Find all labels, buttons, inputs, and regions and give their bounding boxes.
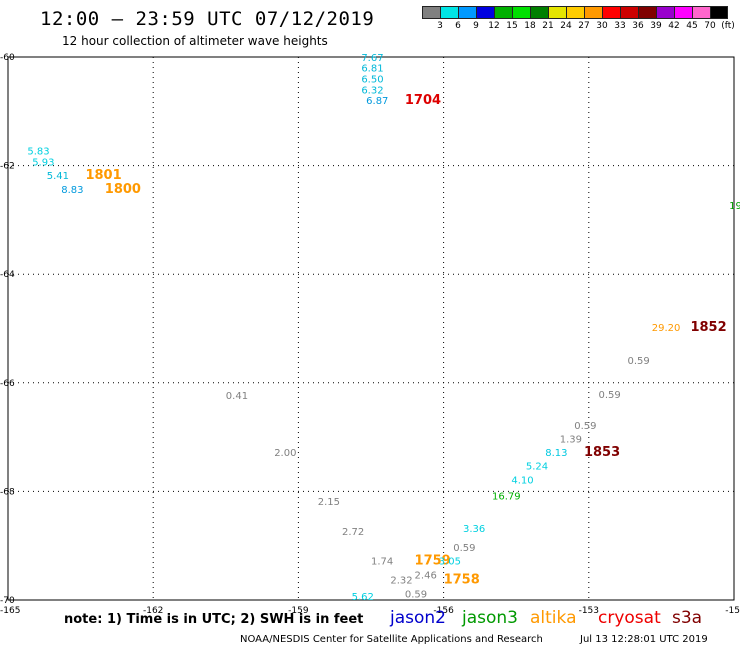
legend-label: 42: [668, 21, 680, 31]
wave-height-value: 7.67: [361, 53, 383, 64]
credit-line: NOAA/NESDIS Center for Satellite Applica…: [240, 634, 543, 645]
legend-label: 45: [686, 21, 698, 31]
legend-label: 9: [473, 21, 479, 31]
wave-height-value: 0.59: [574, 421, 596, 432]
footnote: note: 1) Time is in UTC; 2) SWH is in fe…: [64, 612, 364, 627]
longitude-tick-label: -162: [143, 606, 163, 616]
legend-swatch: [584, 6, 602, 19]
legend-swatch: [530, 6, 548, 19]
legend-swatch: [566, 6, 584, 19]
wave-height-legend: [422, 6, 728, 19]
legend-swatch: [692, 6, 710, 19]
legend-swatch: [638, 6, 656, 19]
wave-height-value: 6.87: [366, 96, 388, 107]
pass-time-label: 1759: [415, 554, 451, 569]
wave-height-value: 0.59: [598, 390, 620, 401]
wave-height-value: 29.20: [652, 323, 681, 334]
wave-height-value: 0.59: [405, 589, 427, 600]
wave-height-value: 5.24: [526, 462, 548, 473]
legend-swatch: [476, 6, 494, 19]
longitude-tick-label: -153: [579, 606, 599, 616]
legend-label: 30: [596, 21, 608, 31]
wave-height-value: 6.32: [361, 85, 383, 96]
wave-height-value: 2.46: [415, 570, 437, 581]
latitude-tick-label: -62: [0, 162, 15, 172]
legend-label: 15: [506, 21, 518, 31]
wave-height-value: 8.83: [61, 185, 83, 196]
legend-label: 18: [524, 21, 536, 31]
wave-height-value: 4.10: [511, 475, 533, 486]
wave-height-value: 0.59: [628, 356, 650, 367]
legend-swatch: [494, 6, 512, 19]
wave-height-value: 6.50: [361, 75, 383, 86]
satellite-label-jason2: jason2: [390, 608, 446, 628]
wave-height-value: 3.05: [439, 557, 461, 568]
legend-label: (ft): [721, 21, 735, 31]
legend-swatch: [602, 6, 620, 19]
satellite-label-cryosat: cryosat: [598, 608, 661, 628]
legend-label: 70: [704, 21, 716, 31]
legend-label: 36: [632, 21, 644, 31]
legend-swatch: [512, 6, 530, 19]
wave-height-value: 5.93: [32, 158, 54, 169]
latitude-tick-label: -66: [0, 379, 15, 389]
pass-time-label: 1852: [690, 320, 726, 335]
legend-swatch: [458, 6, 476, 19]
wave-height-value: 0.59: [453, 543, 475, 554]
legend-label: 27: [578, 21, 590, 31]
wave-height-value: 1.39: [560, 435, 582, 446]
legend-label: 6: [455, 21, 461, 31]
longitude-tick-label: -156: [433, 606, 454, 616]
legend-swatch: [548, 6, 566, 19]
wave-height-value: 2.00: [274, 448, 296, 459]
pass-time-label: 1853: [584, 445, 620, 460]
wave-height-value: 3.36: [463, 524, 485, 535]
map-frame: [7, 56, 735, 601]
satellite-label-altika: altika: [530, 608, 577, 628]
legend-label: 24: [560, 21, 572, 31]
wave-height-value: 2.32: [390, 576, 412, 587]
legend-swatch: [674, 6, 692, 19]
legend-label: 33: [614, 21, 626, 31]
legend-label: 39: [650, 21, 662, 31]
wave-height-value: 6.81: [361, 64, 383, 75]
legend-labels: 3 6 9 12 15 18 21 24 27 30 33 36 39 42 45 70 (ft): [422, 21, 740, 35]
pass-time-label: 1758: [444, 573, 480, 588]
legend-swatch: [422, 6, 440, 19]
latitude-tick-label: -60: [0, 53, 15, 63]
legend-swatch: [710, 6, 728, 19]
latitude-tick-label: -64: [0, 270, 15, 280]
wave-height-value: 5.83: [27, 147, 49, 158]
map-subtitle: 12 hour collection of altimeter wave hei…: [62, 34, 328, 48]
legend-swatch: [440, 6, 458, 19]
wave-height-value: 2.72: [342, 527, 364, 538]
wave-height-value: 0.41: [226, 391, 248, 402]
map-title: 12:00 — 23:59 UTC 07/12/2019: [40, 8, 375, 30]
pass-time-label: 1704: [405, 93, 441, 108]
generated-timestamp: Jul 13 12:28:01 UTC 2019: [580, 634, 708, 645]
legend-swatch: [620, 6, 638, 19]
latitude-tick-label: -68: [0, 487, 15, 497]
wave-height-value: 5.41: [47, 171, 69, 182]
longitude-tick-label: -165: [0, 606, 20, 616]
wave-height-value: 8.13: [545, 448, 567, 459]
wave-height-value: 19: [729, 201, 740, 212]
satellite-label-jason3: jason3: [462, 608, 518, 628]
pass-time-label: 1800: [105, 182, 141, 197]
legend-label: 12: [488, 21, 500, 31]
pass-time-label: 1801: [85, 168, 121, 183]
legend-label: 3: [437, 21, 443, 31]
legend-swatch: [656, 6, 674, 19]
longitude-tick-label: -159: [288, 606, 309, 616]
wave-height-value: 16.79: [492, 492, 521, 503]
wave-height-value: 5.62: [352, 592, 374, 603]
wave-height-value: 2.15: [318, 497, 340, 508]
longitude-tick-label: -15: [725, 606, 740, 616]
satellite-label-s3a: s3a: [672, 608, 703, 628]
wave-height-value: 1.74: [371, 557, 393, 568]
latitude-tick-label: -70: [0, 596, 15, 606]
legend-label: 21: [542, 21, 554, 31]
